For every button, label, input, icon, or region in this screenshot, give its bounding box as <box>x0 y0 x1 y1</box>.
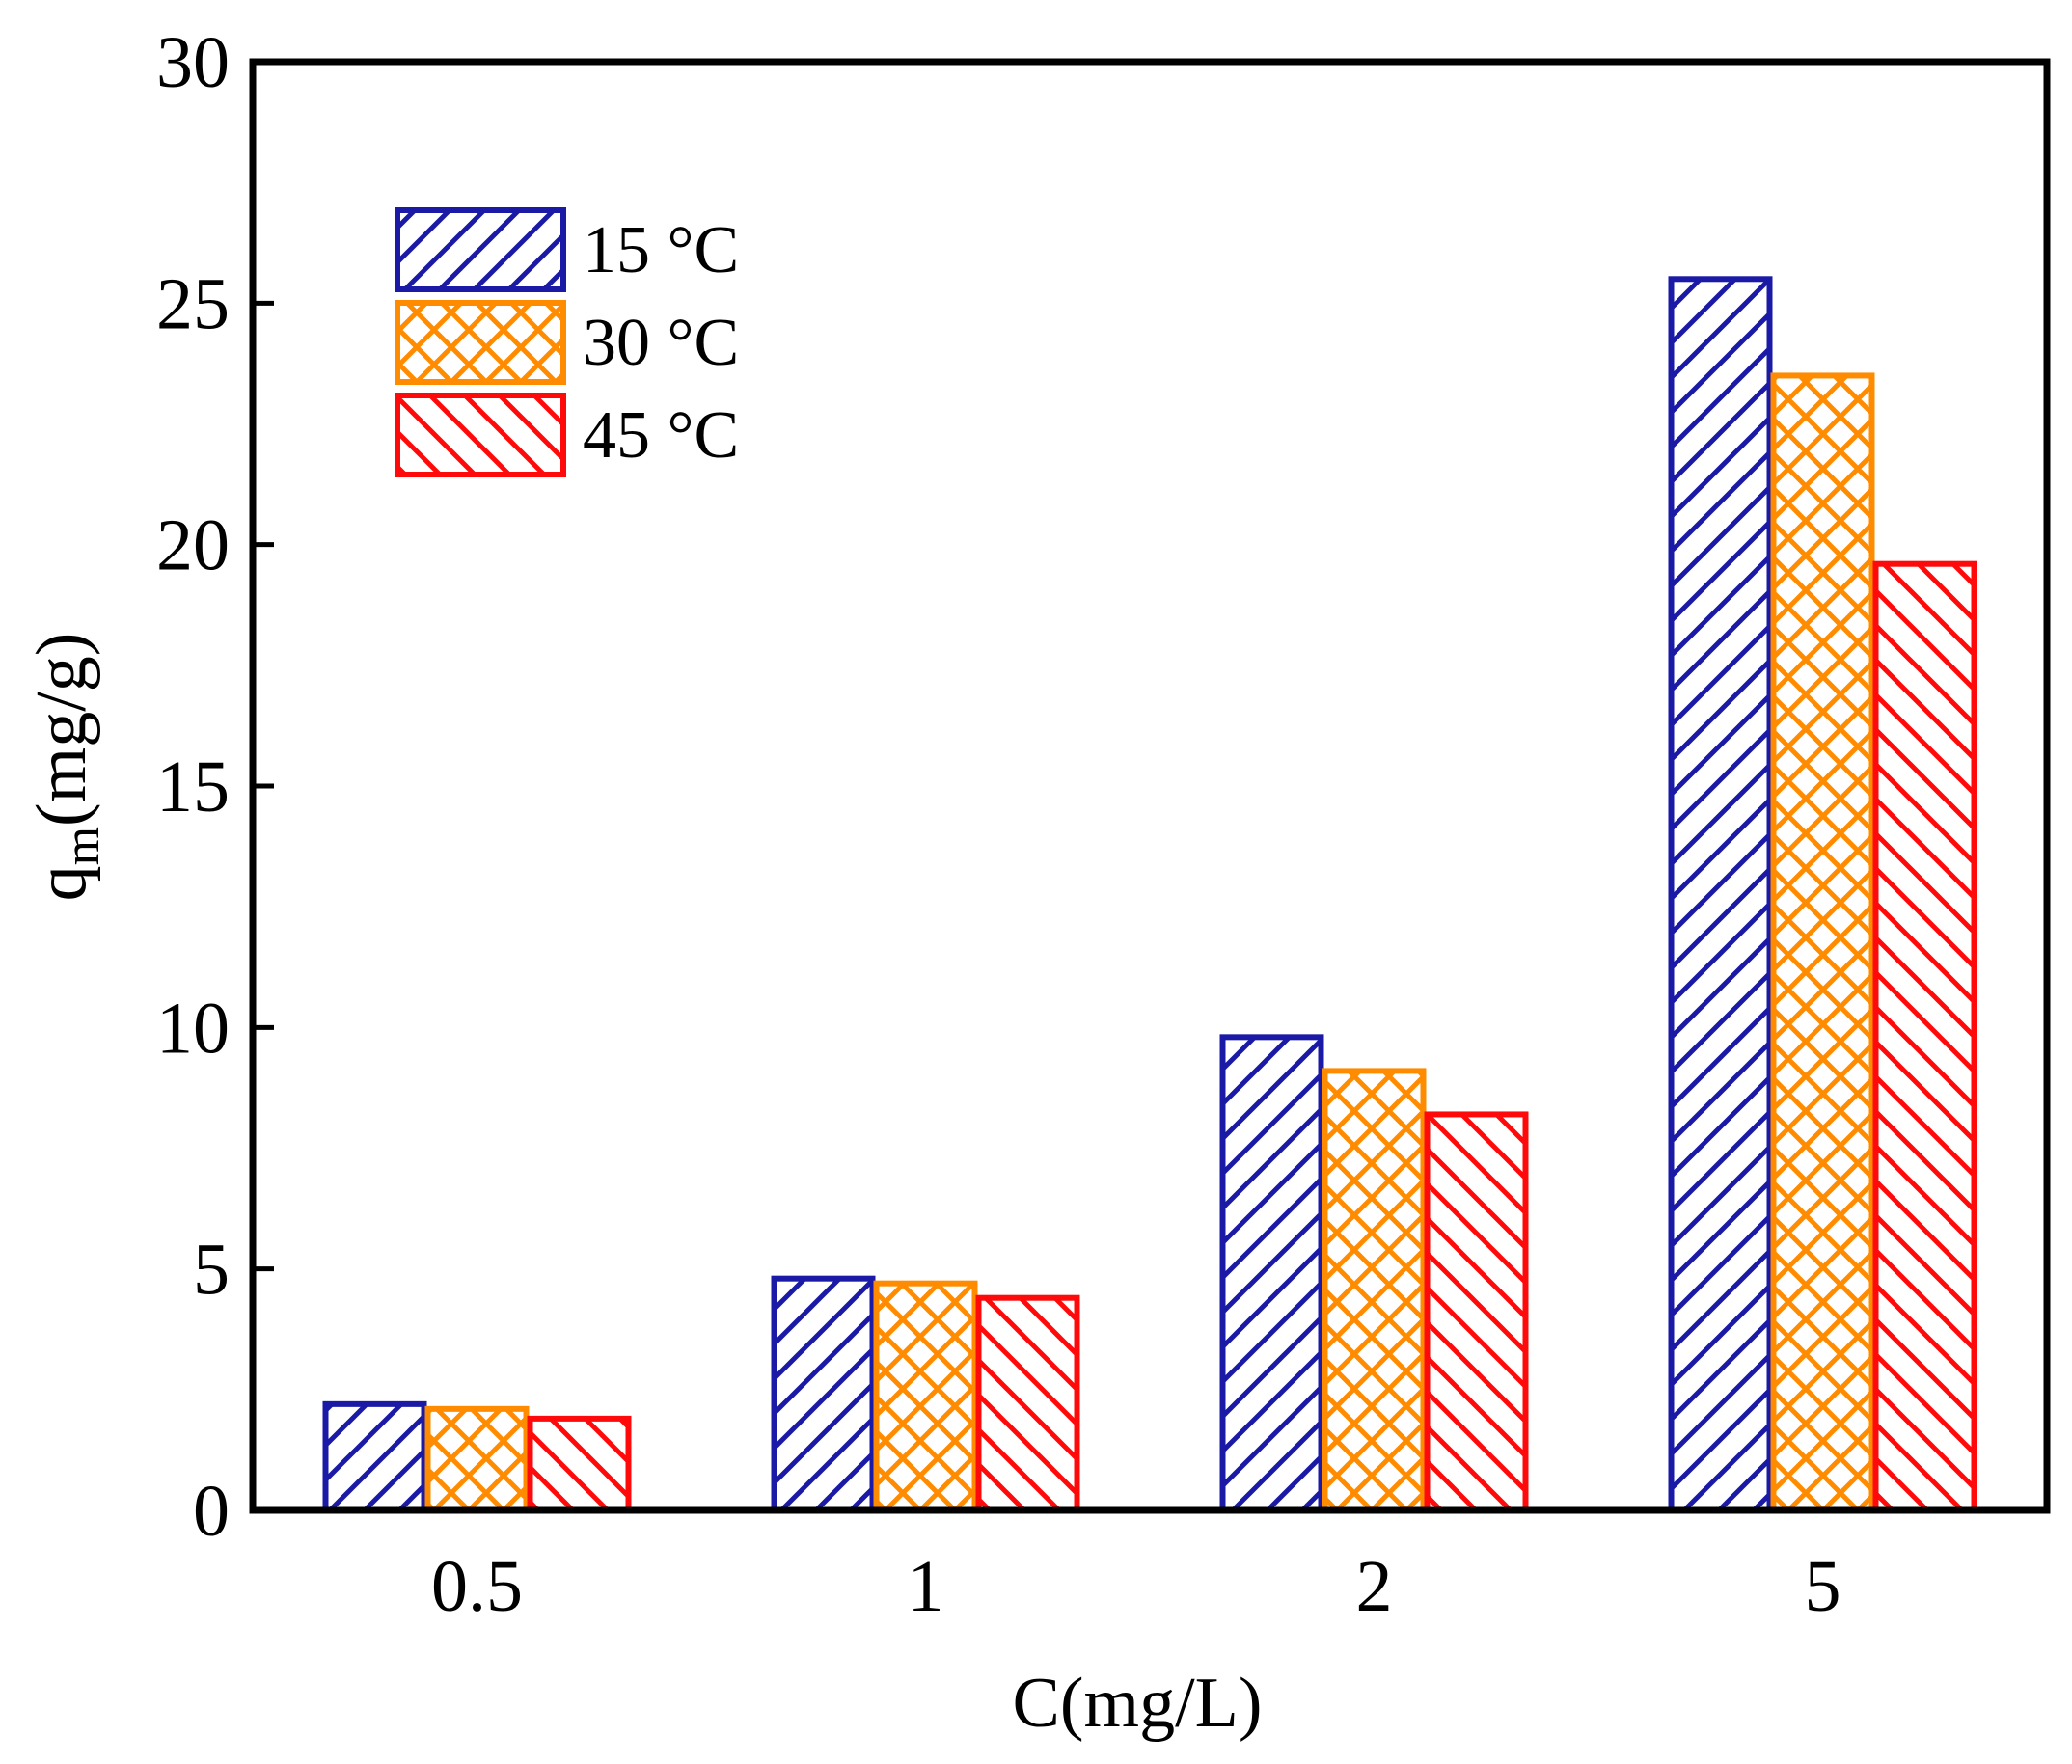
bar-45C-cat-2 <box>1424 1111 1529 1514</box>
y-tick-label: 15 <box>156 746 230 828</box>
y-tick-label: 20 <box>156 505 230 586</box>
bar-30C-cat-5 <box>1770 372 1875 1513</box>
y-axis-title-main: q <box>22 865 101 901</box>
bar-15C-cat-2 <box>1219 1034 1324 1513</box>
legend-swatch <box>395 300 566 385</box>
bar-15C-cat-5 <box>1668 276 1773 1513</box>
legend-label: 30 °C <box>583 306 739 380</box>
x-tick-label: 1 <box>908 1546 944 1627</box>
bar-15C-cat-1 <box>771 1275 876 1514</box>
bar-30C-cat-1 <box>873 1280 978 1513</box>
bar-45C-cat-1 <box>975 1294 1080 1513</box>
bar-45C-cat-0_5 <box>527 1415 632 1513</box>
y-tick-label: 10 <box>156 988 230 1069</box>
y-tick-label: 30 <box>156 22 230 103</box>
bar-45C-cat-5 <box>1872 560 1977 1513</box>
bars-layer <box>322 276 1977 1514</box>
bar-30C-cat-2 <box>1322 1068 1427 1513</box>
y-axis-title: qm(mg/g) <box>22 633 110 902</box>
y-tick-label: 5 <box>193 1230 230 1311</box>
y-tick-label: 25 <box>156 263 230 344</box>
legend-swatch <box>395 207 566 292</box>
legend-label: 45 °C <box>583 398 739 473</box>
x-axis-title: C(mg/L) <box>1013 1664 1263 1743</box>
bar-30C-cat-0_5 <box>424 1405 530 1513</box>
legend-label: 15 °C <box>583 213 739 287</box>
x-tick-label: 0.5 <box>431 1546 523 1627</box>
legend-swatch <box>395 393 566 477</box>
y-axis-title-subscript: m <box>55 827 110 865</box>
x-tick-label: 2 <box>1356 1546 1393 1627</box>
x-tick-label: 5 <box>1805 1546 1841 1627</box>
y-tick-label: 0 <box>193 1471 230 1552</box>
legend: 15 °C 30 °C 45 °C <box>395 207 739 477</box>
bar-15C-cat-0_5 <box>322 1400 427 1514</box>
y-axis-title-unit: (mg/g) <box>22 633 101 827</box>
